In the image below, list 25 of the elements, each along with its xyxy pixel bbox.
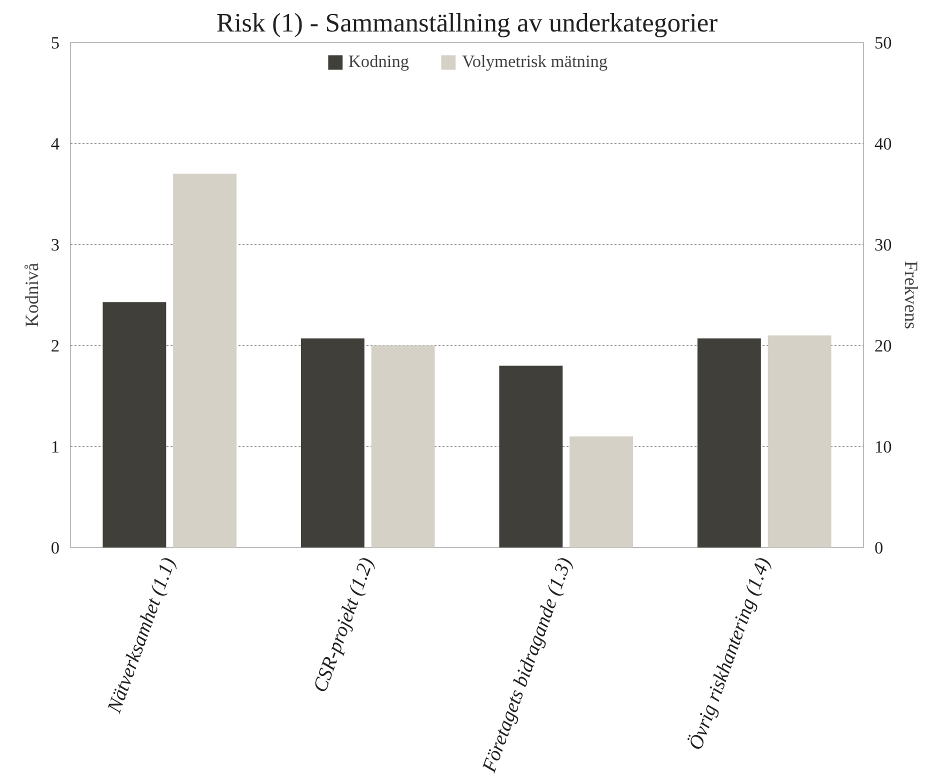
bar [173, 174, 237, 548]
y2-tick-label: 30 [874, 236, 892, 254]
y2-tick-label: 50 [874, 34, 892, 52]
legend-label: Kodning [348, 52, 410, 72]
y-tick-label: 4 [50, 134, 60, 154]
y-axis-title: Kodnivå [22, 262, 43, 328]
y-tick-label: 0 [50, 538, 60, 558]
y2-tick-label: 10 [874, 438, 892, 456]
chart-title: Risk (1) - Sammanställning av underkategorier [216, 8, 718, 38]
bar [371, 346, 435, 548]
y-tick-label: 1 [50, 438, 60, 456]
y2-tick-label: 0 [874, 538, 884, 558]
bar [768, 335, 832, 548]
y-tick-label: 5 [50, 34, 60, 52]
y-tick-label: 2 [50, 336, 60, 356]
y2-tick-label: 20 [874, 336, 892, 356]
y-tick-label: 3 [50, 236, 60, 254]
bar [102, 302, 166, 548]
bar [697, 338, 761, 548]
bar [570, 436, 634, 548]
y2-axis-title: Frekvens [900, 260, 921, 330]
bar [300, 338, 364, 548]
legend-label: Volymetrisk mätning [462, 52, 608, 72]
bar [499, 366, 563, 548]
y2-tick-label: 40 [874, 134, 892, 154]
